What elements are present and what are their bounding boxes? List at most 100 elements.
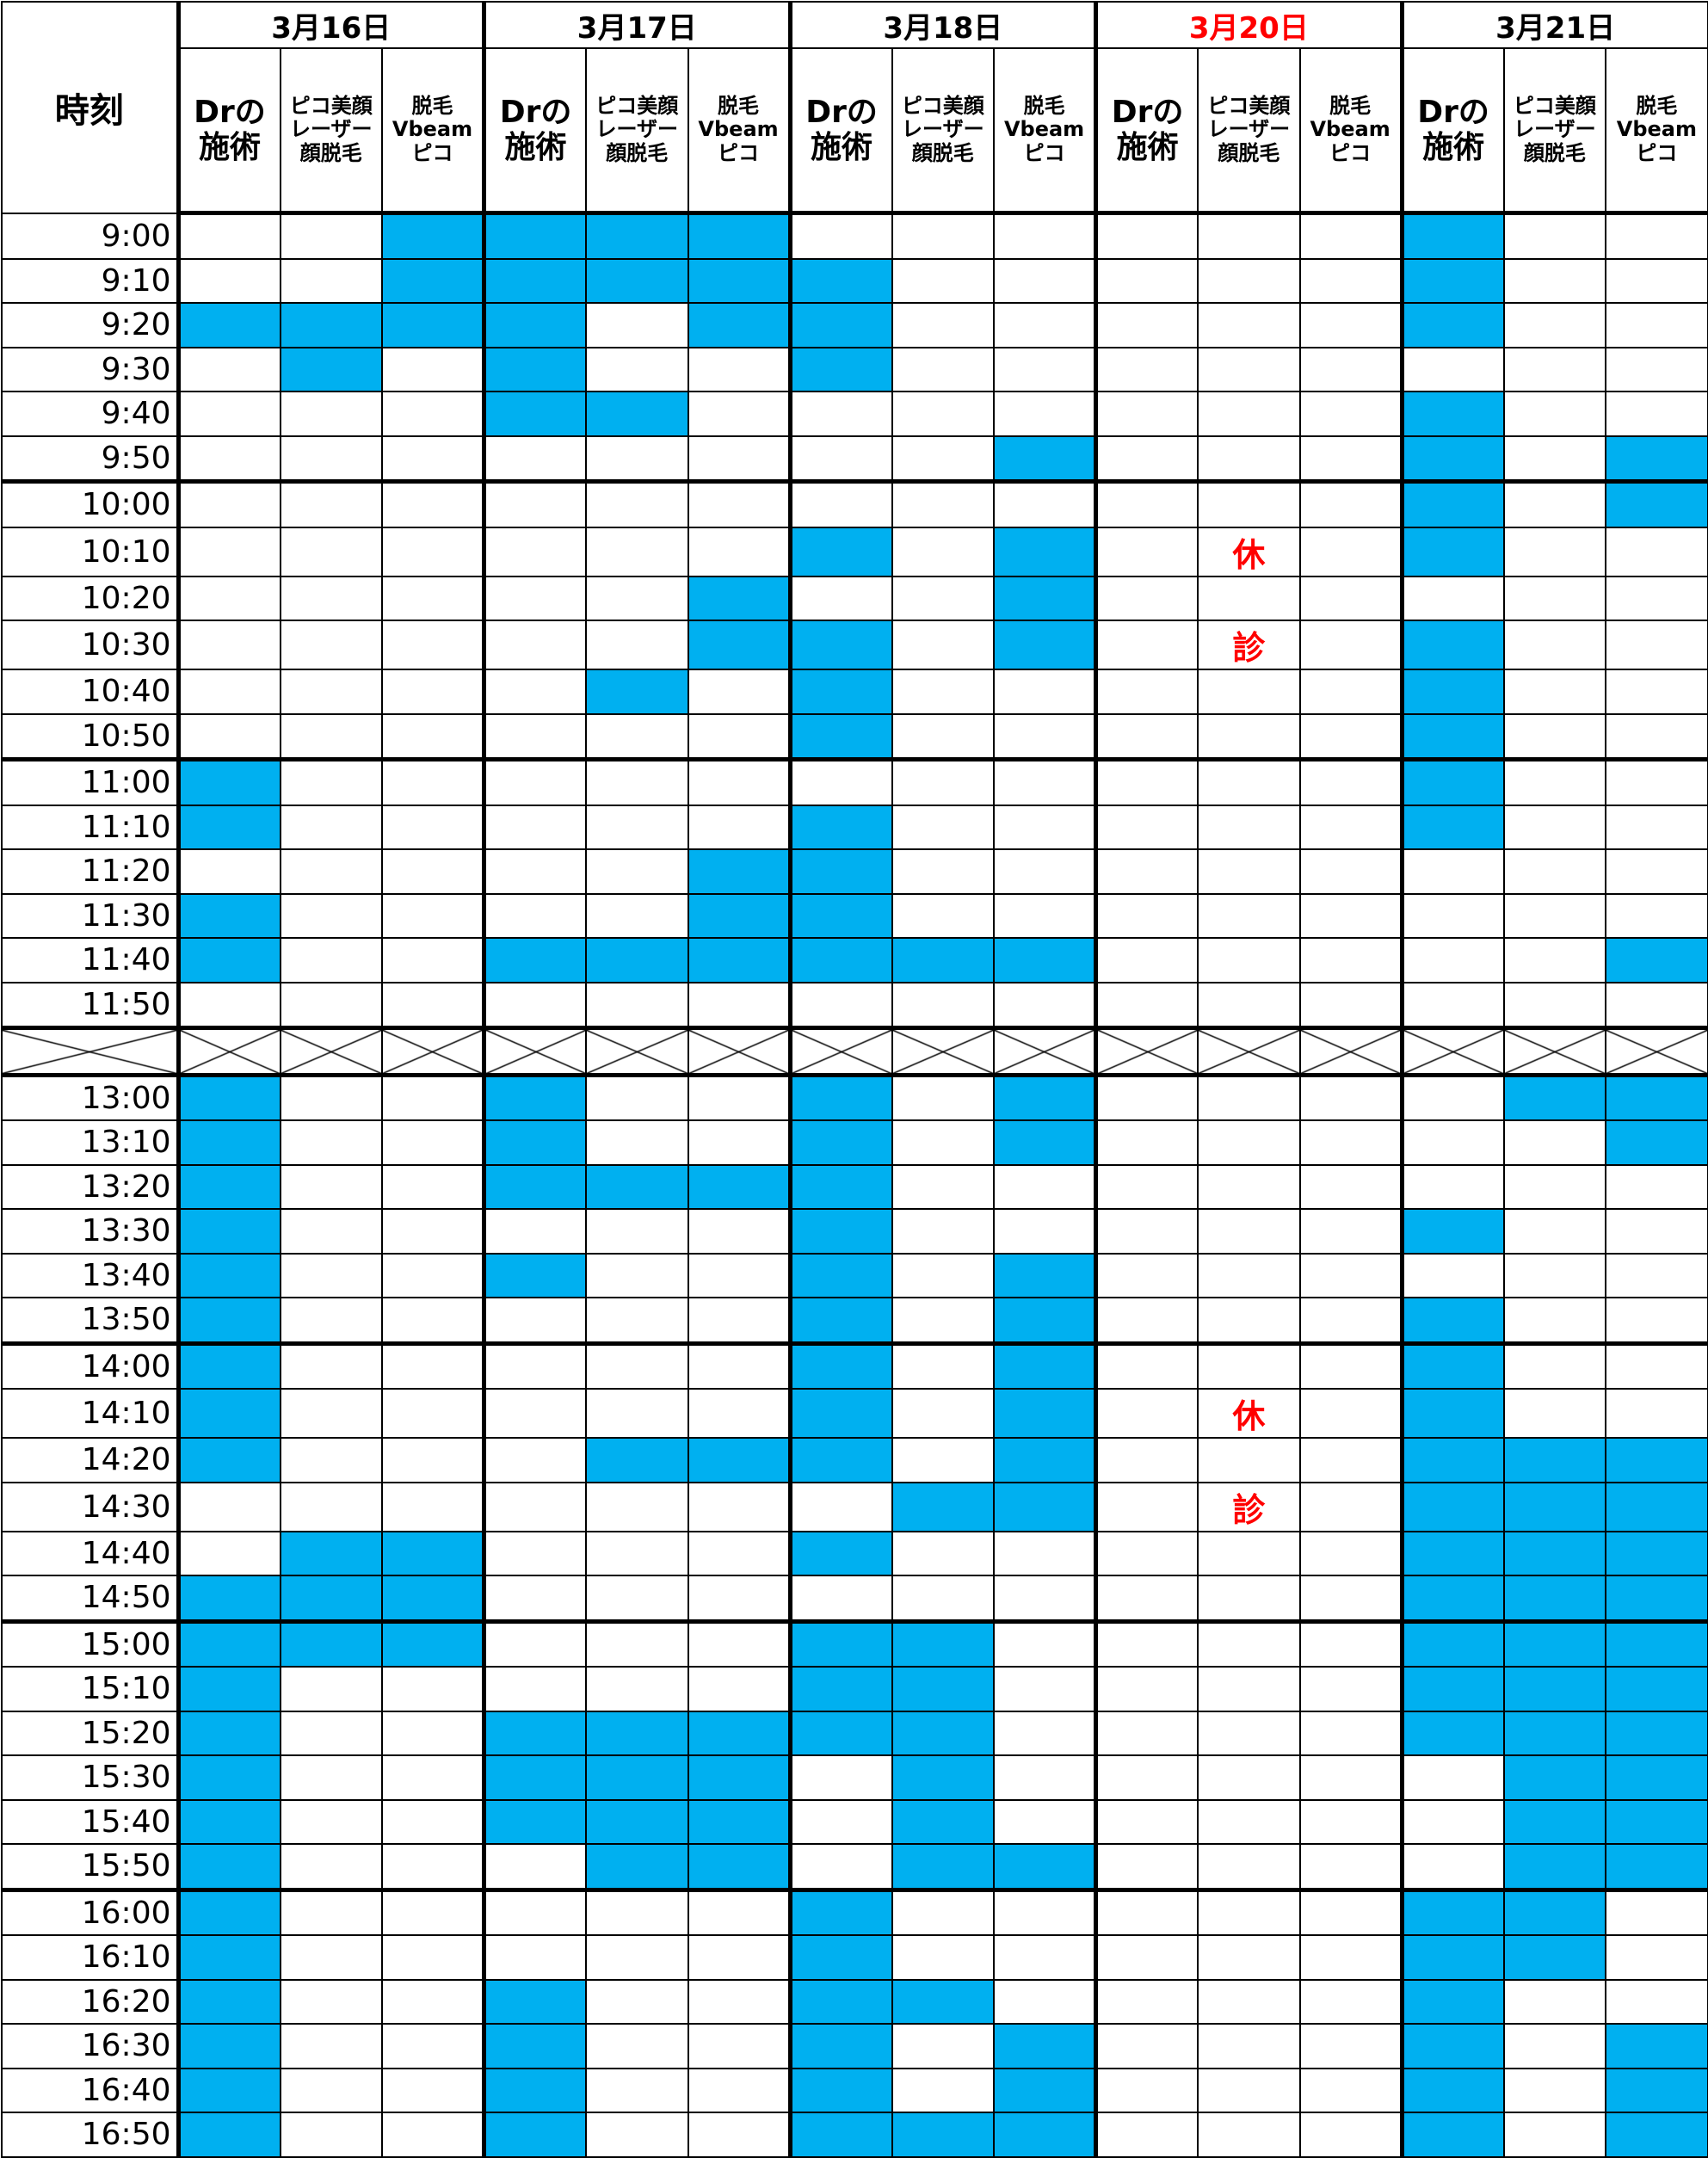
open-slot[interactable]	[891, 1388, 996, 1439]
open-slot[interactable]	[279, 1754, 383, 1801]
open-slot[interactable]	[1298, 1163, 1403, 1210]
booked-slot[interactable]	[1399, 669, 1505, 715]
open-slot[interactable]	[1298, 1618, 1403, 1668]
open-slot[interactable]	[1605, 575, 1708, 621]
open-slot[interactable]	[1094, 1618, 1199, 1668]
open-slot[interactable]	[1298, 892, 1403, 939]
booked-slot[interactable]	[687, 937, 792, 983]
open-slot[interactable]	[1197, 212, 1301, 260]
booked-slot[interactable]	[687, 302, 792, 348]
open-slot[interactable]	[1094, 1887, 1199, 1936]
open-slot[interactable]	[687, 804, 792, 850]
booked-slot[interactable]	[176, 1978, 281, 2025]
open-slot[interactable]	[1094, 212, 1199, 260]
open-slot[interactable]	[1094, 981, 1199, 1029]
open-slot[interactable]	[176, 848, 281, 895]
booked-slot[interactable]	[1605, 435, 1708, 483]
open-slot[interactable]	[585, 1252, 689, 1298]
open-slot[interactable]	[1298, 712, 1403, 761]
booked-slot[interactable]	[993, 1341, 1097, 1390]
open-slot[interactable]	[1094, 302, 1199, 348]
open-slot[interactable]	[585, 1887, 689, 1936]
open-slot[interactable]	[585, 479, 689, 528]
open-slot[interactable]	[1399, 848, 1505, 895]
booked-slot[interactable]	[1502, 1887, 1607, 1936]
open-slot[interactable]	[381, 1252, 485, 1298]
booked-slot[interactable]	[1399, 712, 1505, 761]
open-slot[interactable]	[1197, 479, 1301, 528]
open-slot[interactable]	[1197, 1297, 1301, 1344]
open-slot[interactable]	[1197, 1710, 1301, 1756]
open-slot[interactable]	[891, 2023, 996, 2069]
open-slot[interactable]	[993, 848, 1097, 895]
open-slot[interactable]	[1502, 848, 1607, 895]
booked-slot[interactable]	[176, 1843, 281, 1890]
open-slot[interactable]	[687, 1341, 792, 1390]
open-slot[interactable]	[993, 346, 1097, 392]
open-slot[interactable]	[279, 1388, 383, 1439]
booked-slot[interactable]	[381, 257, 485, 304]
booked-slot[interactable]	[482, 212, 588, 260]
open-slot[interactable]	[1197, 391, 1301, 437]
open-slot[interactable]	[891, 620, 996, 670]
open-slot[interactable]	[1197, 1978, 1301, 2025]
booked-slot[interactable]	[1502, 1074, 1607, 1121]
open-slot[interactable]	[381, 391, 485, 437]
booked-slot[interactable]	[176, 937, 281, 983]
open-slot[interactable]	[891, 1297, 996, 1344]
booked-slot[interactable]	[585, 212, 689, 260]
booked-slot[interactable]	[176, 1074, 281, 1121]
open-slot[interactable]	[993, 257, 1097, 304]
booked-slot[interactable]	[787, 712, 893, 761]
booked-slot[interactable]	[993, 620, 1097, 670]
open-slot[interactable]	[279, 804, 383, 850]
booked-slot[interactable]	[993, 937, 1097, 983]
open-slot[interactable]	[1298, 526, 1403, 577]
booked-slot[interactable]	[176, 1710, 281, 1756]
open-slot[interactable]	[1502, 479, 1607, 528]
open-slot[interactable]	[585, 1208, 689, 1255]
open-slot[interactable]	[176, 435, 281, 483]
open-slot[interactable]	[381, 620, 485, 670]
open-slot[interactable]	[1197, 757, 1301, 806]
open-slot[interactable]	[176, 526, 281, 577]
open-slot[interactable]	[1298, 1978, 1403, 2025]
open-slot[interactable]	[482, 1618, 588, 1668]
booked-slot[interactable]	[891, 1710, 996, 1756]
open-slot[interactable]	[993, 1618, 1097, 1668]
booked-slot[interactable]	[891, 1798, 996, 1845]
open-slot[interactable]	[1605, 804, 1708, 850]
open-slot[interactable]	[381, 892, 485, 939]
open-slot[interactable]	[993, 302, 1097, 348]
open-slot[interactable]	[381, 804, 485, 850]
booked-slot[interactable]	[993, 1388, 1097, 1439]
open-slot[interactable]	[993, 1887, 1097, 1936]
open-slot[interactable]	[891, 435, 996, 483]
open-slot[interactable]	[891, 1530, 996, 1576]
booked-slot[interactable]	[1605, 1666, 1708, 1712]
open-slot[interactable]	[1197, 1252, 1301, 1298]
booked-slot[interactable]	[482, 1710, 588, 1756]
booked-slot[interactable]	[687, 1163, 792, 1210]
open-slot[interactable]	[1197, 1074, 1301, 1121]
open-slot[interactable]	[1094, 1666, 1199, 1712]
open-slot[interactable]	[1094, 1843, 1199, 1890]
open-slot[interactable]	[1502, 2023, 1607, 2069]
booked-slot[interactable]	[787, 257, 893, 304]
open-slot[interactable]	[1298, 575, 1403, 621]
open-slot[interactable]	[1298, 757, 1403, 806]
open-slot[interactable]	[381, 526, 485, 577]
open-slot[interactable]	[993, 391, 1097, 437]
open-slot[interactable]	[891, 575, 996, 621]
open-slot[interactable]	[176, 391, 281, 437]
booked-slot[interactable]	[993, 1252, 1097, 1298]
booked-slot[interactable]	[787, 1252, 893, 1298]
open-slot[interactable]	[1502, 712, 1607, 761]
booked-slot[interactable]	[381, 1530, 485, 1576]
open-slot[interactable]	[381, 1887, 485, 1936]
open-slot[interactable]	[279, 1843, 383, 1890]
open-slot[interactable]	[993, 1798, 1097, 1845]
open-slot[interactable]	[687, 1388, 792, 1439]
open-slot[interactable]	[381, 1978, 485, 2025]
open-slot[interactable]	[1502, 1978, 1607, 2025]
